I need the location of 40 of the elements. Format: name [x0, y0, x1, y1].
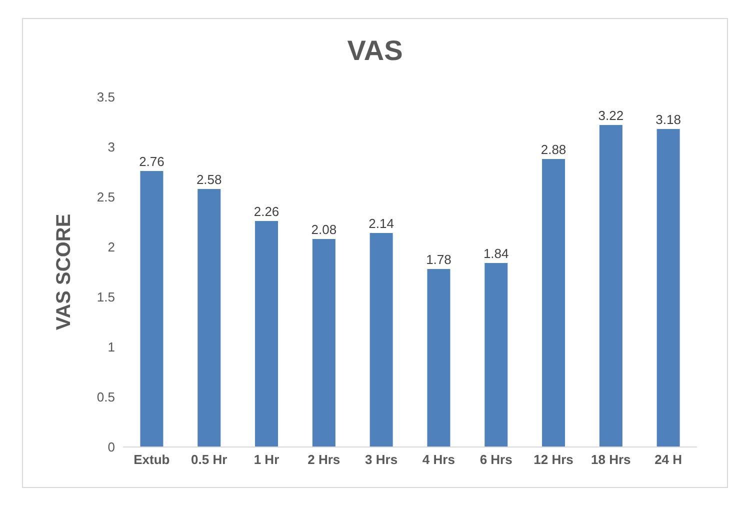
bar — [255, 221, 278, 447]
chart-title: VAS — [346, 35, 404, 67]
y-tick-label: 0 — [108, 440, 115, 455]
x-tick-label: Extub — [134, 452, 170, 468]
x-tick-label: 3 Hrs — [365, 452, 398, 468]
y-tick-label: 3 — [108, 140, 115, 155]
y-tick-label: 2 — [108, 240, 115, 255]
bar — [370, 233, 393, 447]
bar — [656, 129, 680, 447]
x-tick-label: 6 Hrs — [480, 452, 512, 468]
data-label: 3.22 — [598, 108, 624, 123]
y-tick-label: 2.5 — [96, 190, 115, 205]
data-label: 2.88 — [540, 142, 566, 157]
data-label: 1.84 — [483, 246, 509, 261]
y-tick-label: 1 — [108, 340, 115, 355]
bar — [427, 269, 450, 447]
y-tick-label: 0.5 — [96, 390, 115, 405]
data-label: 2.14 — [368, 216, 394, 231]
x-tick-label: 12 Hrs — [534, 452, 574, 468]
y-tick-label: 3.5 — [96, 90, 115, 105]
bar — [484, 263, 508, 447]
x-tick-label: 1 Hr — [254, 452, 280, 468]
bar — [140, 171, 164, 447]
data-label: 3.18 — [656, 112, 681, 127]
data-label: 2.08 — [311, 222, 337, 237]
data-label: 2.58 — [196, 172, 222, 187]
x-tick-label: 2 Hrs — [308, 452, 340, 468]
bar — [599, 125, 622, 447]
data-label: 1.78 — [426, 252, 452, 267]
bar — [542, 159, 566, 447]
data-label: 2.76 — [139, 154, 164, 169]
bar — [312, 239, 336, 447]
y-axis-title: VAS SCORE — [53, 214, 76, 330]
x-tick-label: 24 H — [654, 452, 682, 468]
data-label: 2.26 — [254, 204, 280, 219]
x-tick-label: 18 Hrs — [591, 452, 631, 468]
x-tick-label: 0.5 Hr — [191, 452, 228, 468]
x-tick-label: 4 Hrs — [422, 452, 455, 468]
y-tick-label: 1.5 — [96, 290, 115, 305]
bar — [198, 189, 221, 447]
